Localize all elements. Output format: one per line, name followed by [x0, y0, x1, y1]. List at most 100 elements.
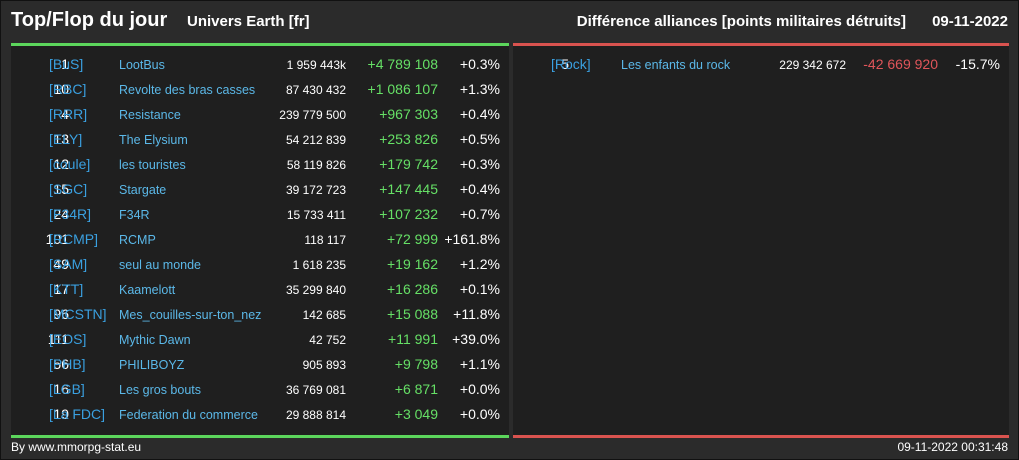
percent-change: +11.8% — [453, 306, 500, 322]
alliance-points: 58 119 826 — [286, 158, 346, 172]
alliance-tag-link[interactable]: [ELY] — [49, 131, 83, 147]
alliance-tag-link[interactable]: [LGB] — [49, 381, 85, 397]
top-row: 56 [PHB] PHILIBOYZ 905 893 +9 798 +1.1% — [11, 351, 509, 376]
alliance-name-link[interactable]: Resistance — [119, 108, 181, 122]
alliance-name-link[interactable]: The Elysium — [119, 133, 188, 147]
percent-change: +39.0% — [452, 331, 500, 347]
alliance-points: 905 893 — [302, 358, 346, 372]
points-difference: +253 826 — [379, 131, 438, 147]
alliance-name-link[interactable]: RCMP — [119, 233, 156, 247]
points-difference: +3 049 — [394, 406, 438, 422]
top-losers-panel: 5 [Rock] Les enfants du rock 229 342 672 -42… — [513, 43, 1009, 438]
alliance-tag-link[interactable]: [coule] — [49, 156, 91, 172]
alliance-points: 1 959 443k — [286, 58, 346, 72]
alliance-name-link[interactable]: Kaamelott — [119, 283, 176, 297]
alliance-tag-link[interactable]: [MCSTN] — [49, 306, 107, 322]
alliance-rank: 24 — [53, 206, 69, 222]
top-row: 49 [SAM] seul au monde 1 618 235 +19 162 +1.2… — [11, 251, 509, 276]
percent-change: +0.3% — [459, 156, 500, 172]
alliance-name-link[interactable]: PHILIBOYZ — [119, 358, 185, 372]
alliance-rank: 16 — [53, 381, 69, 397]
alliance-points: 87 430 432 — [285, 83, 346, 97]
alliance-name-link[interactable]: Revolte des bras casses — [119, 83, 256, 97]
header: Top/Flop du jour Univers Earth [fr] Diff… — [1, 1, 1018, 39]
alliance-points: 229 342 672 — [779, 58, 846, 72]
alliance-tag-link[interactable]: [RCMP] — [49, 231, 98, 247]
percent-change: +1.1% — [459, 356, 500, 372]
alliance-tag-link[interactable]: [KTT] — [49, 281, 84, 297]
footer-timestamp: 09-11-2022 00:31:48 — [897, 440, 1008, 454]
alliance-rank: 12 — [53, 156, 69, 172]
percent-change: +0.0% — [459, 406, 500, 422]
percent-change: +161.8% — [444, 231, 500, 247]
alliance-name-link[interactable]: seul au monde — [119, 258, 202, 272]
top-row: 96 [MCSTN] Mes_couilles-sur-ton_nez 142 685… — [11, 301, 509, 326]
points-difference: +9 798 — [394, 356, 438, 372]
alliance-name-link[interactable]: F34R — [119, 208, 150, 222]
top-row: 24 [F34R] F34R 15 733 411 +107 232 +0.7% — [11, 201, 509, 226]
alliance-name-link[interactable]: Mes_couilles-sur-ton_nez — [119, 308, 262, 322]
alliance-rank: 17 — [53, 281, 69, 297]
alliance-tag-link[interactable]: [BuS] — [49, 56, 84, 72]
top-row: 16 [LGB] Les gros bouts 36 769 081 +6 871 +0.… — [11, 376, 509, 401]
alliance-points: 42 752 — [309, 333, 346, 347]
alliance-points: 142 685 — [302, 308, 346, 322]
alliance-tag-link[interactable]: [RBC] — [49, 81, 87, 97]
alliance-tag-link[interactable]: [F34R] — [49, 206, 92, 222]
alliance-rank: 4 — [61, 106, 69, 122]
alliance-tag-link[interactable]: [Rock] — [551, 56, 591, 72]
alliance-rank: 5 — [561, 56, 569, 72]
top-row: 12 [coule] les touristes 58 119 826 +179 742… — [11, 151, 509, 176]
top-row: 1 [BuS] LootBus 1 959 443k +4 789 108 +0.3% — [11, 51, 509, 76]
percent-change: +0.4% — [459, 181, 500, 197]
alliance-tag-link[interactable]: [RRR] — [49, 106, 88, 122]
alliance-name-link[interactable]: Mythic Dawn — [119, 333, 191, 347]
top-row: 17 [KTT] Kaamelott 35 299 840 +16 286 +0.1% — [11, 276, 509, 301]
points-difference: +179 742 — [379, 156, 438, 172]
alliance-name-link[interactable]: Les enfants du rock — [621, 58, 731, 72]
universe-label: Univers Earth [fr] — [187, 13, 310, 30]
alliance-name-link[interactable]: Federation du commerce — [119, 408, 258, 422]
alliance-tag-link[interactable]: [SAM] — [49, 256, 88, 272]
percent-change: +0.5% — [459, 131, 500, 147]
alliance-tag-link[interactable]: [EOS] — [49, 331, 87, 347]
alliance-name-link[interactable]: Les gros bouts — [119, 383, 201, 397]
alliance-points: 239 779 500 — [279, 108, 346, 122]
top-row: 10 [RBC] Revolte des bras casses 87 430 432… — [11, 76, 509, 101]
points-difference: +72 999 — [387, 231, 438, 247]
alliance-tag-link[interactable]: [PHB] — [49, 356, 86, 372]
alliance-points: 118 117 — [304, 233, 346, 247]
alliance-points: 54 212 839 — [285, 133, 346, 147]
alliance-tag-link[interactable]: [SGC] — [49, 181, 88, 197]
alliance-points: 39 172 723 — [285, 183, 346, 197]
points-difference: +967 303 — [379, 106, 438, 122]
points-difference: +4 789 108 — [367, 56, 438, 72]
alliance-points: 15 733 411 — [286, 208, 346, 222]
flop-row: 5 [Rock] Les enfants du rock 229 342 672 -42… — [513, 51, 1009, 76]
alliance-tag-link[interactable]: [La FDC] — [49, 406, 106, 422]
alliance-rank: 56 — [53, 356, 69, 372]
alliance-name-link[interactable]: LootBus — [119, 58, 165, 72]
ranking-subtitle: Différence alliances [points militaires … — [576, 13, 906, 30]
percent-change: +0.0% — [459, 381, 500, 397]
alliance-rank: 10 — [53, 81, 69, 97]
percent-change: +0.1% — [459, 281, 500, 297]
percent-change: +1.2% — [459, 256, 500, 272]
top-gainers-panel: 1 [BuS] LootBus 1 959 443k +4 789 108 +0.3% 10… — [11, 43, 509, 438]
alliance-rank: 19 — [53, 406, 69, 422]
points-difference: -42 669 920 — [863, 56, 938, 72]
top-row: 19 [La FDC] Federation du commerce 29 888 8… — [11, 401, 509, 426]
percent-change: +1.3% — [459, 81, 500, 97]
percent-change: +0.4% — [459, 106, 500, 122]
alliance-rank: 13 — [53, 131, 69, 147]
alliance-name-link[interactable]: les touristes — [119, 158, 186, 172]
top-row: 111 [EOS] Mythic Dawn 42 752 +11 991 +39.0% — [11, 326, 509, 351]
page-title: Top/Flop du jour — [11, 9, 168, 31]
points-difference: +11 991 — [388, 331, 438, 347]
percent-change: +0.7% — [459, 206, 500, 222]
alliance-rank: 96 — [53, 306, 69, 322]
top-row: 13 [ELY] The Elysium 54 212 839 +253 826 +0.5… — [11, 126, 509, 151]
alliance-name-link[interactable]: Stargate — [119, 183, 167, 197]
top-row: 15 [SGC] Stargate 39 172 723 +147 445 +0.4% — [11, 176, 509, 201]
